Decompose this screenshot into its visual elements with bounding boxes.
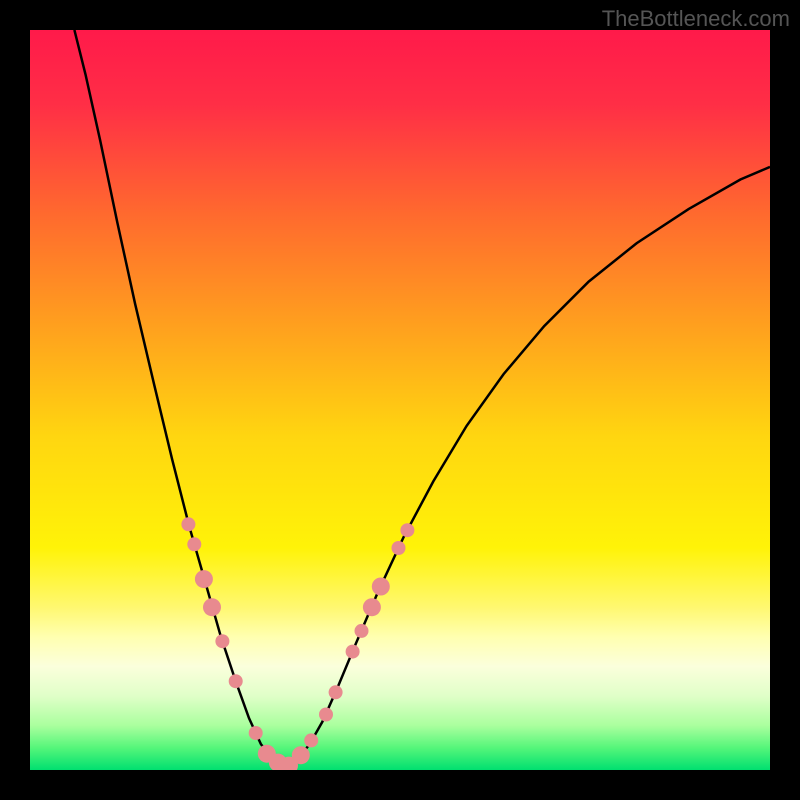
data-marker [249, 726, 263, 740]
data-marker [215, 634, 229, 648]
left-curve [74, 30, 285, 766]
data-marker [187, 537, 201, 551]
data-marker [304, 733, 318, 747]
data-marker [329, 685, 343, 699]
data-marker [319, 708, 333, 722]
data-marker [292, 746, 310, 764]
data-marker [355, 624, 369, 638]
data-marker [363, 598, 381, 616]
right-curve [285, 167, 770, 766]
chart-container: TheBottleneck.com [0, 0, 800, 800]
data-marker [392, 541, 406, 555]
data-marker [229, 674, 243, 688]
watermark-text: TheBottleneck.com [602, 6, 790, 32]
data-marker [400, 523, 414, 537]
curve-layer [30, 30, 770, 770]
data-markers [181, 517, 414, 770]
data-marker [195, 570, 213, 588]
plot-area [30, 30, 770, 770]
data-marker [181, 517, 195, 531]
data-marker [203, 598, 221, 616]
data-marker [346, 645, 360, 659]
data-marker [372, 578, 390, 596]
